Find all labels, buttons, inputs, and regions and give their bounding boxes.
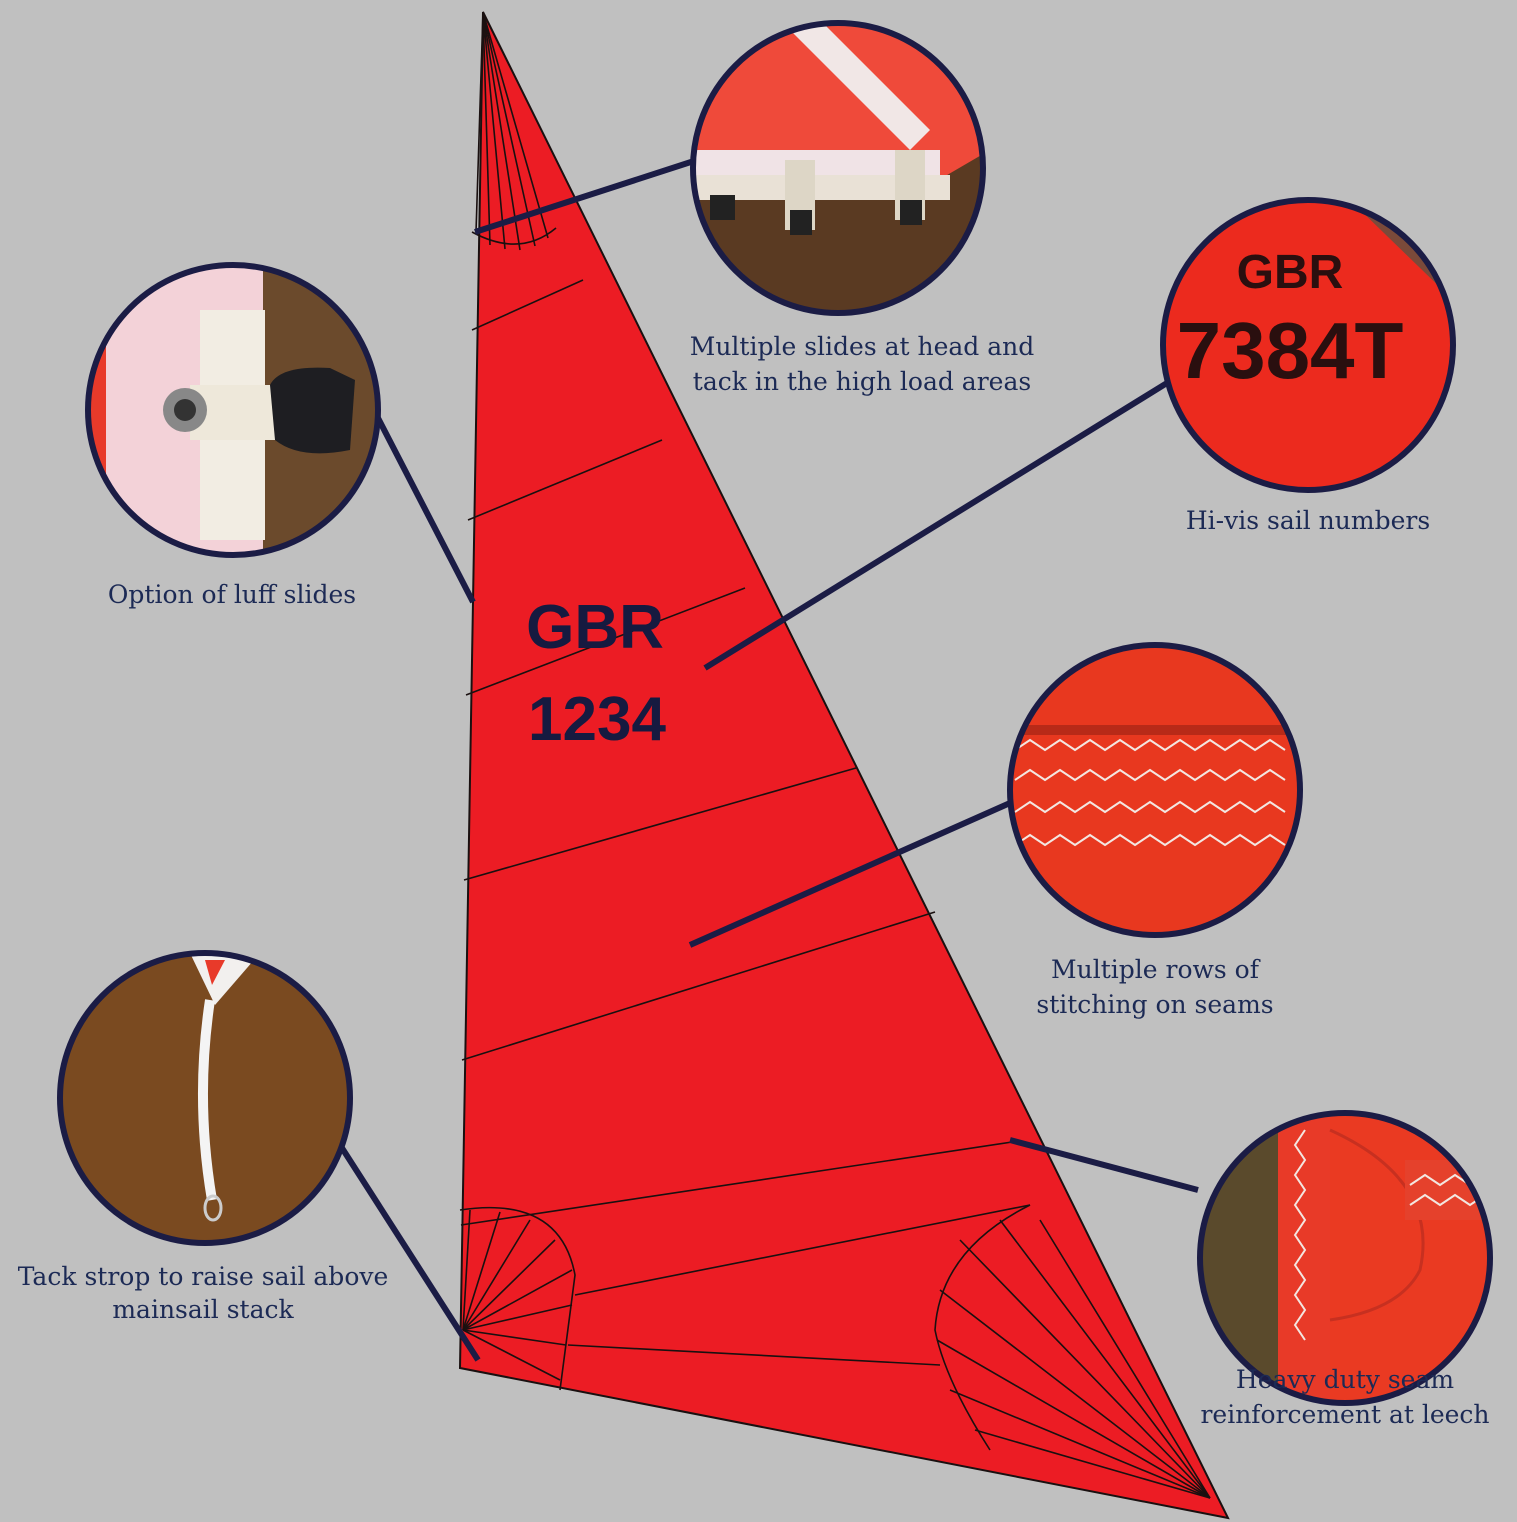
caption: mainsail stack	[112, 1295, 294, 1324]
photo-text: 7384T	[1177, 306, 1404, 395]
sail-digits: 1234	[528, 685, 666, 754]
diagram: GBR 1234 GBR 7384T Multiple	[0, 0, 1517, 1522]
caption: Option of luff slides	[108, 580, 356, 609]
caption: Tack strop to raise sail above	[18, 1262, 389, 1291]
sail-letters: GBR	[526, 593, 664, 662]
caption: tack in the high load areas	[693, 367, 1031, 396]
caption: Multiple slides at head and	[690, 332, 1035, 361]
caption: reinforcement at leech	[1200, 1400, 1489, 1429]
photo-text: GBR	[1237, 246, 1344, 299]
caption: Heavy duty seam	[1236, 1365, 1454, 1394]
caption: Hi-vis sail numbers	[1186, 506, 1430, 535]
caption: Multiple rows of	[1051, 955, 1261, 984]
caption: stitching on seams	[1036, 990, 1273, 1019]
